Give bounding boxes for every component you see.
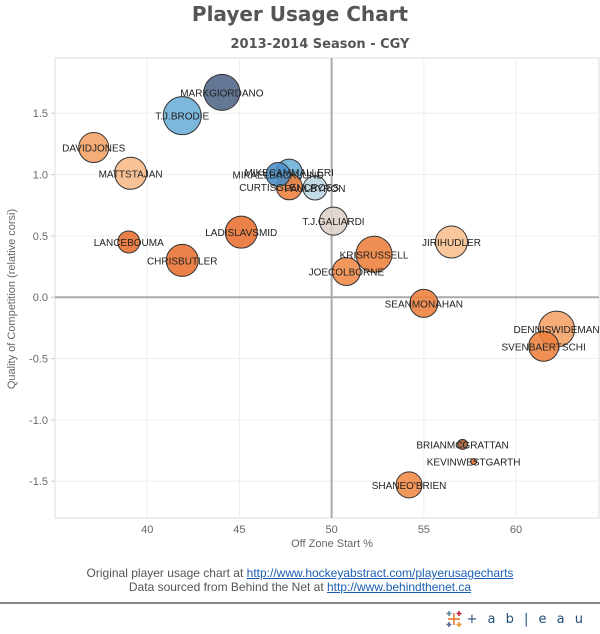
footer-divider: [0, 602, 600, 604]
y-tick-label: 1.5: [33, 108, 48, 120]
data-point-shaneobrien[interactable]: [395, 471, 423, 499]
data-point-mattstajan[interactable]: [114, 156, 148, 190]
tableau-cross-icon: [446, 611, 461, 627]
y-tick-label: 0.0: [33, 292, 48, 304]
data-point-markgiordano[interactable]: [203, 73, 241, 111]
footer-line-1-text: Original player usage chart at: [86, 566, 247, 580]
data-point-svenbaertschi[interactable]: [528, 330, 560, 362]
data-label-joecolborne: JOECOLBORNE: [309, 267, 385, 278]
data-label-markgiordano: MARKGIORDANO: [180, 88, 264, 99]
y-tick-label: 0.5: [33, 231, 48, 243]
y-tick-label: -0.5: [29, 354, 48, 366]
axes-layer: 40 45 50 55 60 1.5 1.0 0.5 0.0 -0.5 -1.0 -1.5: [29, 58, 599, 536]
footer-line-1: Original player usage chart at http://ww…: [0, 566, 600, 580]
scatter-chart: 40 45 50 55 60 1.5 1.0 0.5 0.0 -0.5 -1.0 -1.5 MARKG…: [6, 57, 600, 550]
data-label-mattstajan: MATTSTAJAN: [99, 169, 163, 180]
tableau-wordmark: + a b | e a u: [466, 611, 586, 627]
data-point-joecolborne[interactable]: [331, 256, 361, 286]
data-label-tjbrodie: T.J.BRODIE: [155, 112, 209, 123]
chart-subtitle: 2013-2014 Season - CGY: [230, 37, 410, 52]
data-point-krisrussell[interactable]: [355, 235, 393, 273]
data-point-davidjones[interactable]: [78, 132, 110, 164]
data-label-ladislavsmid: LADISLAVSMID: [205, 228, 277, 239]
chart-title: Player Usage Chart: [191, 2, 409, 26]
data-label-paulbyron: PAULBYRON: [285, 184, 346, 195]
labels-layer: MARKGIORDANO T.J.BRODIE DAVIDJONES MATTSTAJ…: [62, 88, 600, 492]
footer-line-2-text: Data sourced from Behind the Net at: [128, 580, 327, 594]
data-label-brianmcgrattan: BRIANMCGRATTAN: [416, 440, 508, 451]
plot-area: [54, 57, 600, 519]
data-label-lancebouma: LANCEBOUMA: [94, 238, 164, 249]
hockeyabstract-link[interactable]: http://www.hockeyabstract.com/playerusag…: [246, 566, 514, 580]
data-point-paulbyron[interactable]: [302, 175, 328, 201]
data-label-mikaelbacklund: MIKAELBACKLUND: [233, 171, 324, 182]
x-axis-title: Off Zone Start %: [291, 538, 373, 550]
data-point-brianmcgrattan[interactable]: [457, 438, 469, 450]
y-axis-title: Quality of Competition (relative corsi): [6, 209, 18, 389]
x-tick-label: 40: [141, 524, 153, 536]
x-tick-label: 55: [418, 524, 430, 536]
data-point-kevinwestgarth[interactable]: [470, 458, 478, 466]
y-tick-label: -1.0: [29, 415, 48, 427]
data-label-davidjones: DAVIDJONES: [62, 144, 125, 155]
x-tick-label: 60: [510, 524, 522, 536]
tableau-logo[interactable]: + a b | e a u: [445, 610, 587, 628]
y-tick-label: -1.5: [29, 476, 48, 488]
data-point-ladislavsmid[interactable]: [224, 215, 258, 249]
footer: Original player usage chart at http://ww…: [0, 566, 600, 594]
data-point-tjbrodie[interactable]: [162, 96, 202, 136]
data-point-mikaelbacklund[interactable]: [265, 162, 291, 188]
data-point-tjgaliardi[interactable]: [318, 206, 348, 236]
data-label-tjgaliardi: T.J.GALIARDI: [302, 217, 364, 228]
data-point-seanmonahan[interactable]: [409, 288, 439, 318]
data-label-jirihudler: JIRIHUDLER: [422, 238, 481, 249]
behindthenet-link[interactable]: http://www.behindthenet.ca: [327, 580, 472, 594]
x-tick-label: 50: [325, 524, 337, 536]
data-label-svenbaertschi: SVENBAERTSCHI: [502, 342, 586, 353]
data-label-kevinwestgarth: KEVINWESTGARTH: [427, 458, 521, 469]
footer-line-2: Data sourced from Behind the Net at http…: [0, 580, 600, 594]
data-point-lancebouma[interactable]: [117, 230, 141, 254]
points-layer: [78, 73, 576, 499]
grid-layer: [54, 57, 600, 519]
data-label-curtisglencross: CURTISGLENCROSS: [239, 183, 339, 194]
data-label-krisrussell: KRISRUSSELL: [340, 250, 409, 261]
data-label-mikecammalleri: MIKECAMMALLERI: [244, 168, 333, 179]
data-label-seanmonahan: SEANMONAHAN: [385, 299, 463, 310]
data-label-shaneobrien: SHANEO'BRIEN: [372, 481, 447, 492]
y-tick-label: 1.0: [33, 170, 48, 182]
data-label-denniswideman: DENNISWIDEMAN: [514, 325, 600, 336]
data-point-jirihudler[interactable]: [434, 225, 468, 259]
data-label-chrisbutler: CHRISBUTLER: [147, 256, 218, 267]
x-tick-label: 45: [233, 524, 245, 536]
data-point-chrisbutler[interactable]: [165, 243, 199, 277]
